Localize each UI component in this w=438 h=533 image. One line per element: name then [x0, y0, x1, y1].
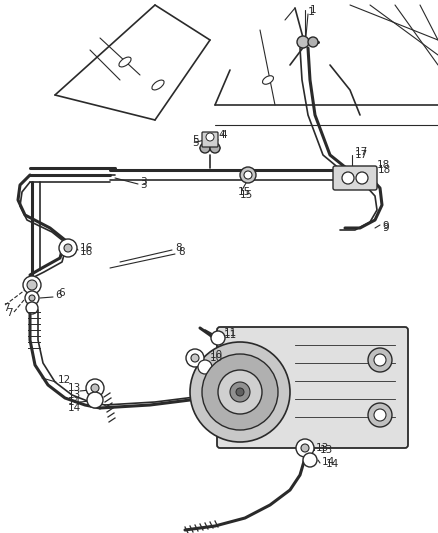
- Text: 14: 14: [68, 397, 81, 407]
- Circle shape: [206, 133, 214, 141]
- Circle shape: [236, 388, 244, 396]
- Circle shape: [191, 354, 199, 362]
- Text: 18: 18: [377, 160, 390, 170]
- Circle shape: [301, 444, 309, 452]
- Text: 3: 3: [140, 180, 147, 190]
- Text: 10: 10: [210, 350, 223, 360]
- Circle shape: [211, 331, 225, 345]
- Circle shape: [23, 276, 41, 294]
- Text: 3: 3: [140, 177, 147, 187]
- Circle shape: [86, 379, 104, 397]
- Ellipse shape: [152, 80, 164, 90]
- Text: 18: 18: [378, 165, 391, 175]
- Text: 4: 4: [218, 130, 225, 140]
- Circle shape: [296, 439, 314, 457]
- Text: 11: 11: [224, 330, 237, 340]
- Circle shape: [240, 167, 256, 183]
- Circle shape: [210, 143, 220, 153]
- Circle shape: [26, 302, 38, 314]
- Circle shape: [27, 280, 37, 290]
- Circle shape: [244, 171, 252, 179]
- Circle shape: [374, 354, 386, 366]
- Circle shape: [29, 295, 35, 301]
- Text: 14: 14: [68, 403, 81, 413]
- Circle shape: [368, 403, 392, 427]
- Text: 9: 9: [382, 221, 389, 231]
- Text: 16: 16: [80, 243, 93, 253]
- Text: 6: 6: [58, 288, 65, 298]
- Text: 17: 17: [355, 150, 368, 160]
- FancyBboxPatch shape: [217, 327, 408, 448]
- Text: 8: 8: [178, 247, 185, 257]
- FancyBboxPatch shape: [333, 166, 377, 190]
- Circle shape: [218, 370, 262, 414]
- Text: 13: 13: [320, 445, 333, 455]
- Text: 7: 7: [6, 308, 13, 318]
- Text: 5: 5: [192, 135, 198, 145]
- Text: 16: 16: [80, 247, 93, 257]
- Text: 14: 14: [326, 459, 339, 469]
- Text: 13: 13: [316, 443, 329, 453]
- Text: 9: 9: [382, 223, 389, 233]
- Circle shape: [303, 453, 317, 467]
- Ellipse shape: [262, 76, 273, 84]
- Circle shape: [200, 143, 210, 153]
- Text: 15: 15: [240, 190, 253, 200]
- Circle shape: [64, 244, 72, 252]
- Text: 1: 1: [310, 5, 317, 15]
- Circle shape: [368, 348, 392, 372]
- Circle shape: [297, 36, 309, 48]
- Circle shape: [230, 382, 250, 402]
- Text: 5: 5: [192, 138, 198, 148]
- Circle shape: [190, 342, 290, 442]
- Text: 15: 15: [238, 187, 251, 197]
- Circle shape: [308, 37, 318, 47]
- Text: 14: 14: [322, 457, 335, 467]
- Text: 13: 13: [68, 390, 81, 400]
- Text: 8: 8: [175, 243, 182, 253]
- Text: 10: 10: [210, 353, 223, 363]
- Text: 6: 6: [55, 290, 62, 300]
- Circle shape: [59, 239, 77, 257]
- Circle shape: [91, 384, 99, 392]
- FancyBboxPatch shape: [202, 132, 218, 147]
- Circle shape: [87, 392, 103, 408]
- Circle shape: [374, 409, 386, 421]
- Circle shape: [186, 349, 204, 367]
- Text: 7: 7: [3, 303, 10, 313]
- Text: 1: 1: [308, 7, 315, 17]
- Text: 11: 11: [224, 328, 237, 338]
- Circle shape: [198, 360, 212, 374]
- Circle shape: [342, 172, 354, 184]
- Circle shape: [202, 354, 278, 430]
- Text: 12: 12: [58, 375, 71, 385]
- Text: 13: 13: [68, 383, 81, 393]
- Text: 17: 17: [355, 147, 368, 157]
- Ellipse shape: [119, 57, 131, 67]
- Circle shape: [356, 172, 368, 184]
- Text: 4: 4: [220, 130, 226, 140]
- Circle shape: [25, 291, 39, 305]
